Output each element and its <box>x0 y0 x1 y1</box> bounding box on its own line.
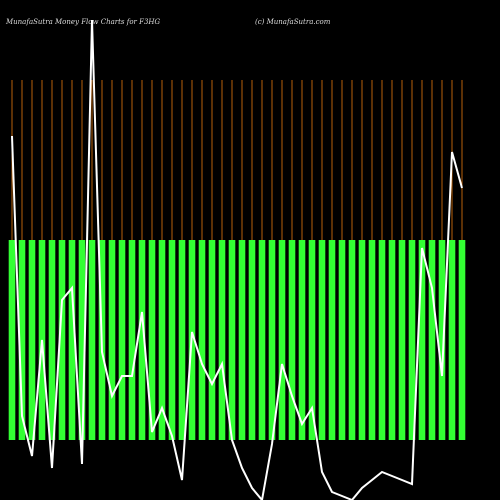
bar <box>448 240 456 440</box>
bar <box>218 240 226 440</box>
bar <box>418 240 426 440</box>
bar <box>138 240 146 440</box>
bar <box>168 240 176 440</box>
bar <box>48 240 56 440</box>
bar <box>458 240 466 440</box>
bar <box>18 240 26 440</box>
bar <box>338 240 346 440</box>
bar <box>8 240 16 440</box>
bar <box>408 240 416 440</box>
bar <box>68 240 76 440</box>
chart-title: MunafaSutra Money Flow Charts for F3HG <box>5 18 161 26</box>
bar <box>298 240 306 440</box>
bar <box>348 240 356 440</box>
bar <box>258 240 266 440</box>
bar <box>398 240 406 440</box>
bar <box>238 240 246 440</box>
bar <box>248 240 256 440</box>
bar <box>118 240 126 440</box>
bar <box>318 240 326 440</box>
bar <box>378 240 386 440</box>
chart-subtitle: (c) MunafaSutra.com <box>255 18 331 26</box>
bar <box>158 240 166 440</box>
bar <box>328 240 336 440</box>
bar <box>108 240 116 440</box>
bar <box>228 240 236 440</box>
bar <box>368 240 376 440</box>
bar <box>148 240 156 440</box>
bar <box>278 240 286 440</box>
bar <box>288 240 296 440</box>
bar <box>58 240 66 440</box>
bar <box>308 240 316 440</box>
bar <box>28 240 36 440</box>
money-flow-line <box>11 19 463 500</box>
bar <box>388 240 396 440</box>
bar <box>208 240 216 440</box>
bar <box>358 240 366 440</box>
bar <box>198 240 206 440</box>
bar <box>438 240 446 440</box>
bar <box>428 240 436 440</box>
bar <box>128 240 136 440</box>
bar <box>178 240 186 440</box>
bar <box>78 240 86 440</box>
bar <box>88 240 96 440</box>
bar <box>268 240 276 440</box>
